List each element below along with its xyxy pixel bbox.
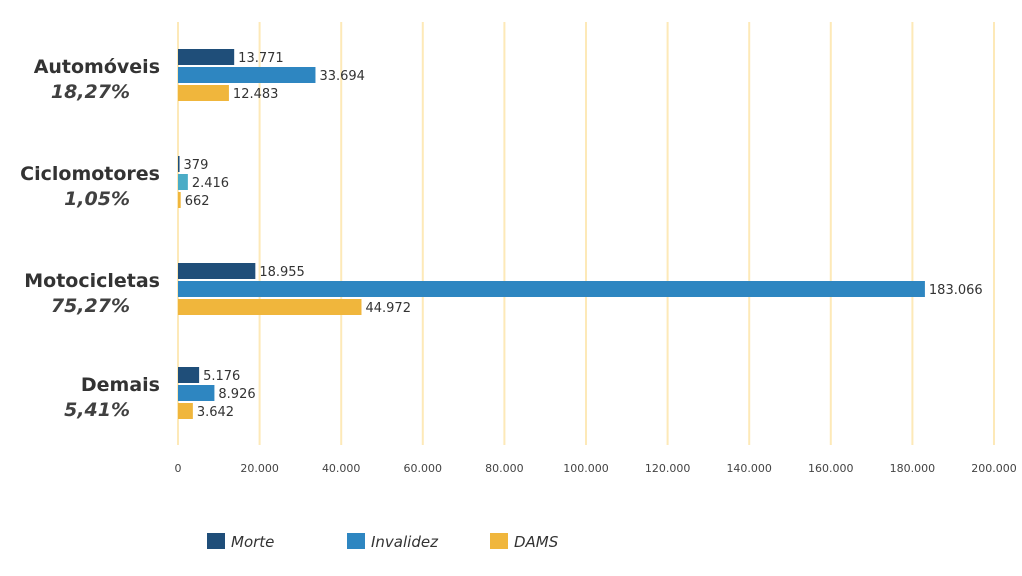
- bar-invalidez-4: [178, 385, 215, 401]
- bar-morte-4: [178, 367, 200, 383]
- bar-morte-1: [178, 49, 235, 65]
- legend-swatch-morte: [207, 533, 225, 549]
- data-label: 18.955: [259, 265, 305, 280]
- bar-dams-4: [178, 403, 193, 419]
- x-tick-label: 120.000: [645, 462, 691, 475]
- data-label: 379: [184, 158, 209, 173]
- data-label: 183.066: [929, 283, 983, 298]
- x-tick-label: 0: [175, 462, 182, 475]
- x-tick-label: 140.000: [726, 462, 772, 475]
- category-labels: Automóveis 18,27% Ciclomotores 1,05% Motocic…: [20, 56, 160, 421]
- bar-morte-3: [178, 263, 256, 279]
- data-label: 3.642: [197, 405, 234, 420]
- x-tick-label: 60.000: [404, 462, 443, 475]
- x-tick-label: 80.000: [485, 462, 524, 475]
- legend-label-invalidez: Invalidez: [371, 533, 439, 551]
- x-tick-label: 180.000: [890, 462, 936, 475]
- x-tick-label: 200.000: [971, 462, 1017, 475]
- category-share: 18,27%: [51, 81, 130, 103]
- x-tick-label: 20.000: [240, 462, 279, 475]
- data-label: 13.771: [238, 51, 283, 66]
- bar-dams-1: [178, 85, 229, 101]
- x-tick-labels: 0 20.000 40.000 60.000 80.000 100.000 120.000 1…: [175, 462, 1017, 475]
- category-share: 75,27%: [51, 295, 130, 317]
- x-tick-label: 40.000: [322, 462, 361, 475]
- legend-label-dams: DAMS: [514, 533, 559, 551]
- category-share: 5,41%: [64, 399, 130, 421]
- x-tick-label: 160.000: [808, 462, 854, 475]
- category-share: 1,05%: [64, 188, 130, 210]
- category-label: Automóveis: [34, 56, 160, 78]
- data-labels: 13.771 33.694 12.483 379 2.416 662 18.955 183.0…: [184, 51, 983, 420]
- data-label: 2.416: [192, 176, 229, 191]
- bars: [178, 49, 925, 419]
- data-label: 5.176: [203, 369, 240, 384]
- data-label: 8.926: [218, 387, 255, 402]
- bar-invalidez-2: [178, 174, 188, 190]
- legend: Morte Invalidez DAMS: [207, 533, 559, 551]
- legend-swatch-invalidez: [347, 533, 365, 549]
- legend-swatch-dams: [490, 533, 508, 549]
- category-label: Demais: [81, 374, 160, 396]
- bar-morte-2: [178, 156, 180, 172]
- gridlines: [177, 22, 995, 445]
- data-label: 662: [185, 194, 210, 209]
- data-label: 12.483: [233, 87, 279, 102]
- data-label: 44.972: [365, 301, 411, 316]
- category-label: Motocicletas: [24, 270, 160, 292]
- legend-label-morte: Morte: [231, 533, 274, 551]
- bar-invalidez-3: [178, 281, 925, 297]
- bar-dams-3: [178, 299, 362, 315]
- data-label: 33.694: [319, 69, 365, 84]
- x-tick-label: 100.000: [563, 462, 609, 475]
- category-label: Ciclomotores: [20, 163, 160, 185]
- bar-dams-2: [178, 192, 181, 208]
- bar-invalidez-1: [178, 67, 316, 83]
